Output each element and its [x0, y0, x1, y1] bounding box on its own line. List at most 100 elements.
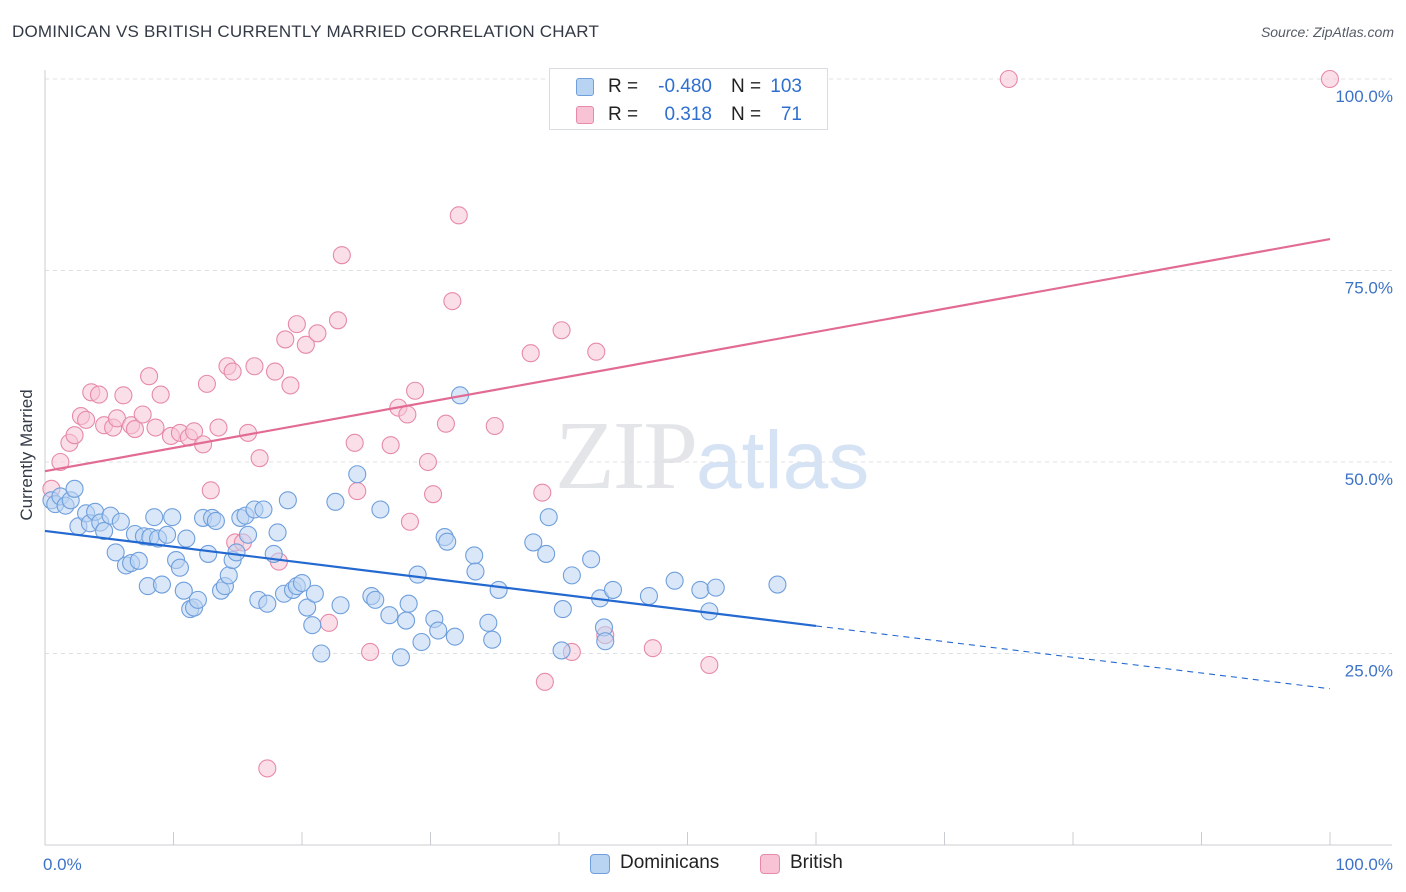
dominican-point: [438, 532, 457, 551]
british-point: [140, 367, 159, 386]
british-point: [250, 449, 269, 468]
trend-lines: [44, 238, 1331, 690]
british-point: [418, 452, 437, 472]
dominican-point: [95, 521, 114, 540]
british-point: [197, 374, 216, 393]
dominican-point: [539, 508, 558, 527]
dominican-point: [524, 533, 543, 552]
british-point: [1320, 69, 1340, 89]
dominican-point: [665, 571, 684, 590]
stats-r-label: R =: [608, 76, 639, 97]
legend-swatch-pink: [760, 854, 780, 874]
dominican-point: [227, 543, 246, 562]
stats-n-value: 103: [770, 76, 802, 97]
british-point: [65, 426, 84, 445]
dominican-point: [348, 465, 367, 484]
dominican-point: [331, 596, 350, 615]
british-point: [265, 362, 285, 381]
dominican-trend-extrapolation: [815, 625, 1331, 690]
dominican-point: [174, 581, 193, 600]
legend-swatch-blue: [590, 854, 610, 874]
dominican-point: [238, 525, 258, 544]
chart-legend: Dominicans British: [0, 852, 1406, 878]
watermark: ZIPatlas: [555, 400, 869, 512]
stats-legend-box: R = -0.480 N = 103 R = 0.318 N = 71: [549, 68, 828, 130]
british-point: [185, 422, 204, 441]
dominican-point: [163, 508, 182, 527]
chart-title: DOMINICAN VS BRITISH CURRENTLY MARRIED C…: [12, 22, 600, 41]
dominican-point: [429, 621, 448, 640]
dominican-points: [42, 386, 787, 667]
legend-label: Dominicans: [620, 852, 720, 873]
british-point: [89, 385, 109, 404]
british-point: [151, 385, 170, 404]
british-points: [42, 69, 1340, 778]
british-point: [133, 405, 152, 424]
british-point: [535, 672, 554, 691]
dominican-point: [177, 529, 196, 548]
stats-n-label: N =: [731, 104, 762, 125]
stats-n-label: N =: [731, 76, 762, 97]
dominican-point: [278, 491, 297, 510]
dominican-point: [158, 525, 177, 544]
british-point: [345, 433, 364, 452]
british-point: [319, 613, 339, 632]
dominican-point: [129, 551, 148, 570]
x-tick-label: 100.0%: [1335, 855, 1393, 874]
british-point: [449, 206, 468, 225]
dominican-point: [445, 627, 464, 646]
dominican-point: [399, 594, 418, 613]
british-point: [552, 321, 571, 340]
british-point: [643, 639, 662, 658]
british-point: [114, 386, 133, 405]
dominican-point: [489, 580, 508, 599]
dominican-point: [254, 500, 273, 519]
dominican-point: [292, 573, 312, 593]
y-tick-label: 50.0%: [1345, 470, 1393, 489]
dominican-point: [768, 575, 787, 594]
dominican-point: [380, 606, 399, 625]
british-point: [361, 642, 380, 662]
source-label: Source: ZipAtlas.com: [1260, 24, 1394, 40]
british-point: [223, 362, 242, 381]
british-point: [258, 759, 277, 778]
legend-label: British: [790, 852, 843, 873]
stats-n-value: 71: [780, 104, 802, 125]
british-point: [587, 342, 606, 361]
british-point: [281, 376, 300, 395]
dominican-point: [408, 565, 427, 584]
dominican-point: [553, 600, 572, 619]
british-point: [245, 357, 264, 376]
dominican-point: [397, 611, 416, 630]
dominican-point: [483, 630, 502, 649]
watermark-zip: ZIP: [555, 402, 698, 510]
dominican-point: [268, 523, 287, 542]
dominican-point: [145, 508, 164, 527]
dominican-point: [371, 500, 390, 519]
british-point: [436, 414, 455, 433]
british-trend-line: [44, 238, 1331, 473]
british-point: [999, 69, 1018, 89]
dominican-point: [596, 632, 615, 651]
stats-row-british: R = 0.318 N = 71: [550, 100, 827, 128]
british-point: [406, 381, 425, 400]
dominican-point: [326, 492, 345, 511]
watermark-atlas: atlas: [696, 415, 870, 506]
dominican-point: [465, 546, 484, 565]
stats-r-value: -0.480: [658, 76, 712, 97]
dominican-trend-line: [44, 529, 817, 628]
tick-labels: 25.0% 50.0% 75.0% 100.0% 0.0% 100.0%: [43, 87, 1393, 874]
dominican-point: [391, 648, 410, 667]
dominican-point: [219, 566, 238, 585]
british-point: [443, 292, 462, 311]
british-point: [533, 483, 552, 502]
stats-r-value: 0.318: [664, 104, 712, 125]
dominican-point: [552, 641, 571, 660]
british-point: [201, 481, 220, 500]
british-point: [348, 482, 367, 501]
british-point: [296, 335, 315, 354]
y-tick-label: 75.0%: [1345, 279, 1393, 298]
y-tick-label: 25.0%: [1345, 662, 1393, 681]
dominican-point: [639, 586, 659, 606]
dominican-point: [412, 632, 431, 652]
